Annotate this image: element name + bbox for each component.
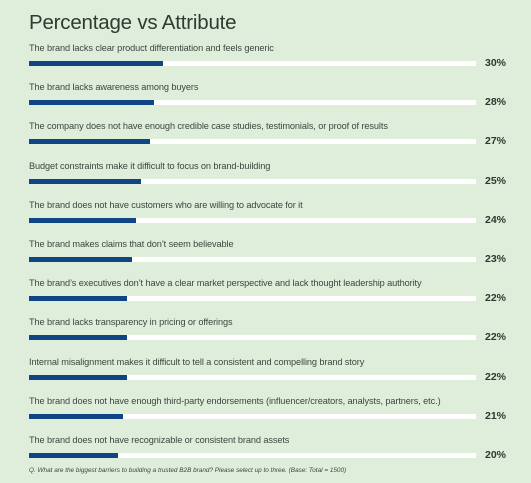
- value-label: 21%: [484, 409, 506, 422]
- category-label: The brand lacks clear product differenti…: [29, 43, 274, 53]
- bar-row: The brand lacks clear product differenti…: [0, 43, 531, 73]
- bar: [29, 335, 128, 341]
- bar-track: [29, 217, 476, 223]
- value-label: 25%: [484, 174, 506, 187]
- bar-row: The brand lacks transparency in pricing …: [0, 317, 531, 347]
- bar: [29, 413, 123, 419]
- bar: [29, 217, 137, 223]
- chart-footnote: Q. What are the biggest barriers to buil…: [29, 467, 347, 474]
- bar-track: [29, 178, 476, 184]
- bar-track: [29, 335, 476, 341]
- bar-row: The company does not have enough credibl…: [0, 121, 531, 151]
- category-label: Internal misalignment makes it difficult…: [29, 356, 365, 367]
- bar-row: The brand lacks awareness among buyers 28…: [0, 82, 531, 112]
- value-label: 22%: [484, 292, 506, 305]
- value-label: 27%: [484, 135, 506, 148]
- bar-row: The brand does not have recognizable or …: [0, 435, 531, 465]
- category-label: The brand does not have customers who ar…: [29, 199, 303, 210]
- category-label: The brand lacks awareness among buyers: [29, 82, 199, 93]
- bar-row: The brand does not have enough third-par…: [0, 396, 531, 426]
- category-label: The brand’s executives don’t have a clea…: [29, 278, 422, 289]
- bar-track: [29, 139, 476, 145]
- value-label: 22%: [484, 331, 506, 344]
- value-label: 24%: [484, 213, 506, 226]
- bar-track: [29, 296, 476, 302]
- bar: [29, 139, 150, 145]
- value-label: 22%: [484, 370, 506, 383]
- category-label: Budget constraints make it difficult to …: [29, 160, 271, 171]
- bar-track: [29, 257, 476, 262]
- bar-track: [29, 453, 476, 458]
- bar-track: [29, 374, 476, 380]
- bar-row: Budget constraints make it difficult to …: [0, 161, 531, 191]
- category-label: The brand does not have enough third-par…: [29, 395, 441, 406]
- bar: [29, 257, 132, 262]
- value-label: 28%: [484, 96, 506, 109]
- value-label: 23%: [484, 253, 506, 265]
- category-label: The brand lacks transparency in pricing …: [29, 317, 233, 328]
- bar-row: The brand does not have customers who ar…: [0, 200, 531, 230]
- value-label: 30%: [484, 57, 506, 69]
- bar: [29, 61, 164, 66]
- category-label: The company does not have enough credibl…: [29, 121, 388, 132]
- bar: [29, 100, 155, 106]
- bar: [29, 296, 128, 302]
- bar: [29, 178, 141, 184]
- category-label: The brand does not have recognizable or …: [29, 435, 290, 445]
- bar: [29, 453, 119, 458]
- bar-track: [29, 413, 476, 419]
- bar-track: [29, 61, 476, 66]
- category-label: The brand makes claims that don’t seem b…: [29, 239, 234, 249]
- bar: [29, 374, 128, 380]
- bar-row: Internal misalignment makes it difficult…: [0, 357, 531, 387]
- chart-title: Percentage vs Attribute: [29, 11, 237, 34]
- bar-row: The brand makes claims that don’t seem b…: [0, 239, 531, 269]
- bar-track: [29, 100, 476, 106]
- bar-row: The brand’s executives don’t have a clea…: [0, 278, 531, 308]
- value-label: 20%: [484, 449, 506, 461]
